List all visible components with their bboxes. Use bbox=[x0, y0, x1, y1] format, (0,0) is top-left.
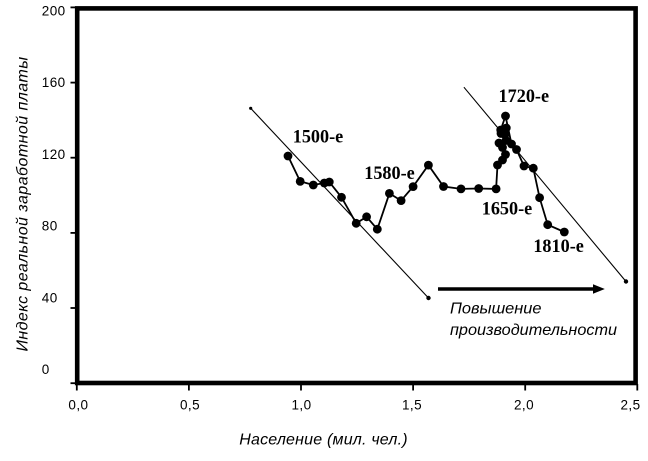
svg-text:1810-е: 1810-е bbox=[533, 236, 584, 257]
svg-text:производительности: производительности bbox=[450, 322, 617, 339]
svg-text:1,0: 1,0 bbox=[292, 397, 312, 412]
svg-text:Население (мил. чел.): Население (мил. чел.) bbox=[239, 432, 408, 449]
svg-text:Повышение: Повышение bbox=[450, 301, 542, 318]
svg-text:40: 40 bbox=[42, 290, 58, 305]
svg-text:80: 80 bbox=[42, 219, 58, 234]
svg-text:1580-е: 1580-е bbox=[364, 163, 415, 184]
svg-text:2,0: 2,0 bbox=[514, 397, 534, 412]
svg-text:0: 0 bbox=[42, 362, 50, 377]
svg-text:1720-е: 1720-е bbox=[499, 86, 550, 107]
svg-text:1500-е: 1500-е bbox=[293, 127, 344, 148]
svg-text:1,5: 1,5 bbox=[402, 397, 422, 412]
svg-text:1650-е: 1650-е bbox=[482, 198, 533, 219]
svg-text:2,5: 2,5 bbox=[621, 397, 641, 412]
svg-text:Индекс реальной заработной пла: Индекс реальной заработной платы bbox=[15, 56, 32, 351]
svg-text:0,5: 0,5 bbox=[180, 397, 200, 412]
svg-text:120: 120 bbox=[42, 147, 66, 162]
svg-text:0,0: 0,0 bbox=[68, 397, 88, 412]
svg-text:200: 200 bbox=[42, 3, 66, 18]
svg-text:160: 160 bbox=[42, 75, 66, 90]
